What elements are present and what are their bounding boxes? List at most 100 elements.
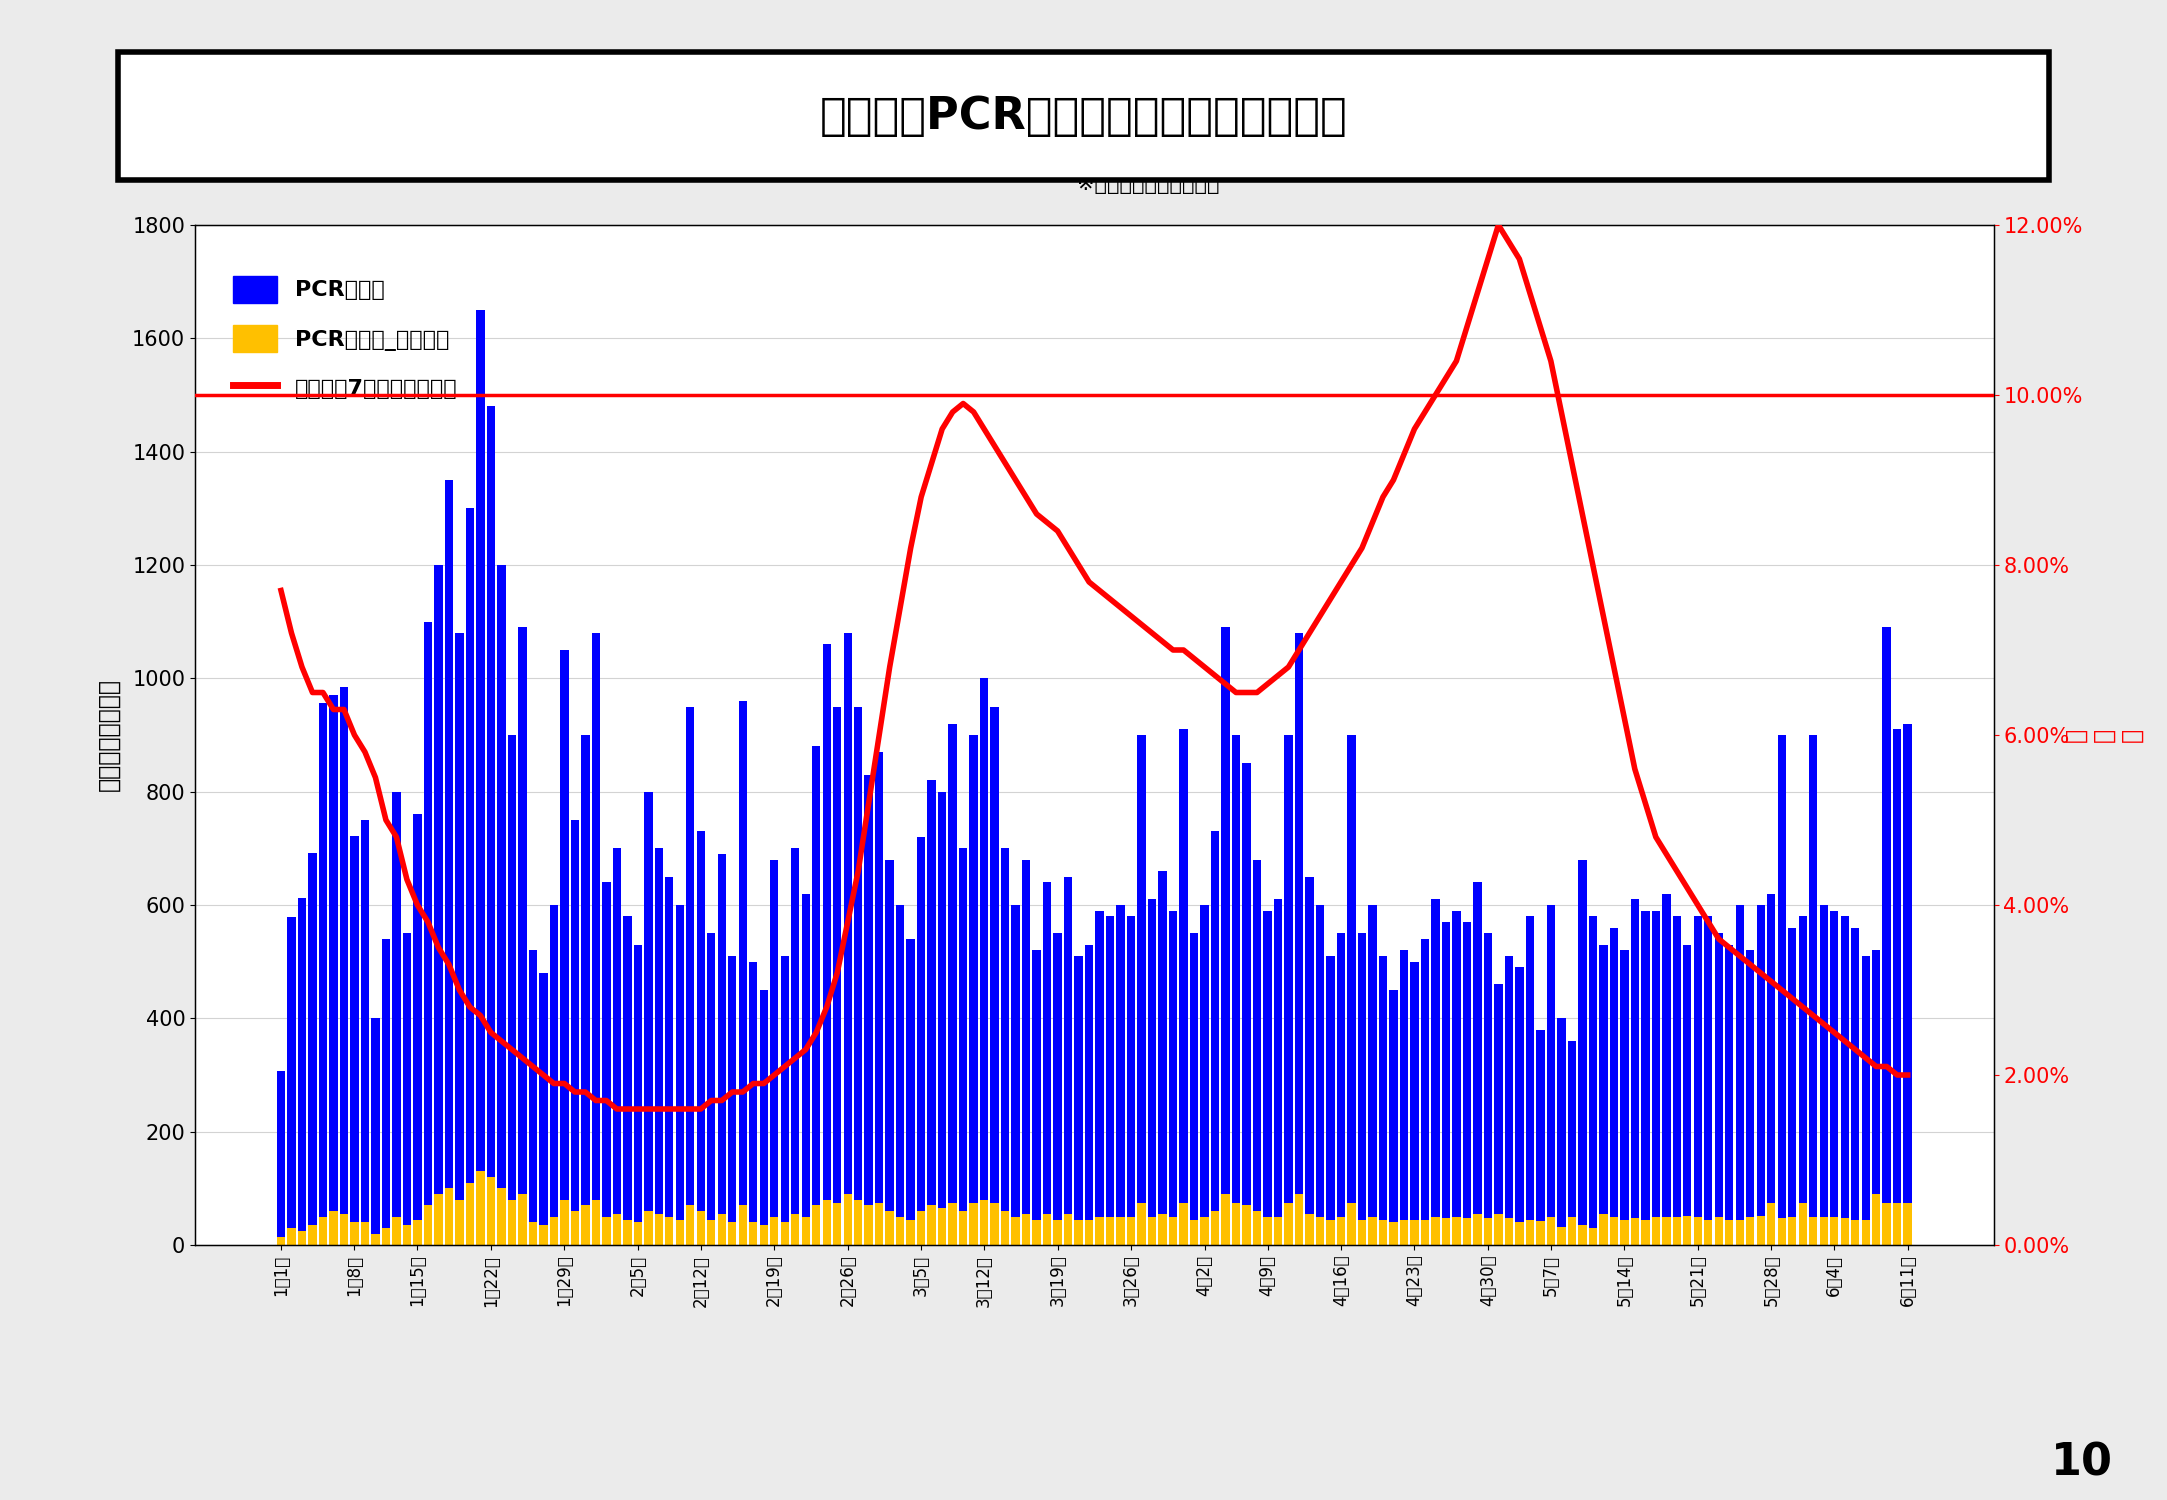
Bar bbox=[477, 1172, 485, 1245]
Bar bbox=[1883, 627, 1892, 1203]
Bar bbox=[1231, 1203, 1240, 1245]
Bar bbox=[761, 1226, 767, 1245]
Bar bbox=[886, 859, 893, 1210]
Bar bbox=[1105, 1216, 1114, 1245]
Bar bbox=[1149, 1216, 1157, 1245]
Bar bbox=[1285, 1203, 1294, 1245]
Bar bbox=[1348, 1203, 1357, 1245]
Bar bbox=[676, 904, 685, 1220]
Bar bbox=[1474, 1214, 1482, 1245]
Bar bbox=[414, 815, 423, 1220]
Bar bbox=[1168, 1216, 1177, 1245]
Bar bbox=[540, 1226, 548, 1245]
Bar bbox=[392, 792, 401, 1216]
Bar bbox=[1872, 1194, 1881, 1245]
Bar bbox=[1640, 1220, 1649, 1245]
Bar bbox=[1630, 1218, 1638, 1245]
Bar bbox=[351, 836, 360, 1222]
Legend: PCR検査数, PCR検査数_陽性確認, 陽性率（7日間移動平均）: PCR検査数, PCR検査数_陽性確認, 陽性率（7日間移動平均） bbox=[223, 267, 466, 411]
Bar bbox=[340, 687, 349, 1214]
Bar bbox=[854, 706, 862, 1200]
Bar bbox=[1640, 910, 1649, 1220]
Bar bbox=[277, 1236, 286, 1245]
Bar bbox=[1662, 1216, 1671, 1245]
Bar bbox=[1578, 859, 1586, 1226]
Bar bbox=[1809, 1216, 1818, 1245]
Bar bbox=[1695, 916, 1701, 1216]
Bar bbox=[1599, 1214, 1608, 1245]
Bar bbox=[990, 1203, 999, 1245]
Bar bbox=[1515, 968, 1523, 1222]
Bar bbox=[1558, 1019, 1565, 1227]
Bar bbox=[455, 1200, 464, 1245]
Bar bbox=[1747, 951, 1755, 1216]
Bar bbox=[1094, 1216, 1103, 1245]
Bar bbox=[1242, 764, 1250, 1206]
Bar bbox=[602, 1216, 611, 1245]
Bar bbox=[865, 1206, 873, 1245]
Bar bbox=[1757, 904, 1764, 1215]
Bar bbox=[1367, 904, 1376, 1216]
Bar bbox=[496, 566, 505, 1188]
Bar bbox=[927, 1206, 936, 1245]
Bar bbox=[371, 1019, 379, 1233]
Bar bbox=[843, 1194, 852, 1245]
Bar bbox=[676, 1220, 685, 1245]
Bar bbox=[581, 735, 589, 1206]
Bar bbox=[780, 1222, 789, 1245]
Bar bbox=[1495, 984, 1502, 1214]
Bar bbox=[1023, 859, 1029, 1214]
Bar bbox=[665, 876, 674, 1216]
Bar bbox=[990, 706, 999, 1203]
Bar bbox=[592, 633, 600, 1200]
Bar bbox=[1903, 723, 1911, 1203]
Bar bbox=[1851, 1220, 1859, 1245]
Bar bbox=[529, 951, 537, 1222]
Bar bbox=[949, 723, 958, 1203]
Bar bbox=[1820, 1216, 1829, 1245]
Bar bbox=[696, 831, 704, 1210]
Bar bbox=[550, 904, 559, 1216]
Bar bbox=[613, 849, 622, 1214]
Bar bbox=[1001, 849, 1010, 1210]
Bar bbox=[1348, 735, 1357, 1203]
Bar bbox=[1430, 1216, 1439, 1245]
Bar bbox=[1714, 933, 1723, 1216]
Bar bbox=[886, 1210, 893, 1245]
Bar bbox=[1621, 951, 1630, 1220]
Bar bbox=[875, 752, 884, 1203]
Bar bbox=[813, 1206, 821, 1245]
Bar bbox=[1515, 1222, 1523, 1245]
Bar bbox=[1452, 1216, 1461, 1245]
Bar bbox=[1567, 1041, 1575, 1217]
Bar bbox=[802, 1216, 810, 1245]
Bar bbox=[1400, 1220, 1409, 1245]
Bar bbox=[1127, 1216, 1136, 1245]
Bar bbox=[1840, 1218, 1848, 1245]
Bar bbox=[1474, 882, 1482, 1214]
Bar bbox=[1190, 1220, 1198, 1245]
Bar bbox=[739, 700, 748, 1206]
Bar bbox=[969, 1203, 977, 1245]
Bar bbox=[832, 706, 841, 1203]
Bar bbox=[1179, 1203, 1188, 1245]
Bar bbox=[1315, 1216, 1324, 1245]
Bar bbox=[949, 1203, 958, 1245]
Bar bbox=[1263, 910, 1272, 1216]
Bar bbox=[1736, 904, 1744, 1220]
Bar bbox=[288, 918, 295, 1228]
Bar bbox=[1053, 933, 1062, 1220]
Bar bbox=[1222, 1194, 1229, 1245]
Bar bbox=[917, 837, 925, 1210]
Bar bbox=[1484, 1218, 1493, 1245]
Bar bbox=[496, 1188, 505, 1245]
Bar bbox=[1547, 1216, 1556, 1245]
Bar bbox=[308, 1226, 316, 1245]
Text: 奈良県のPCR検査件数及び陽性率の推移: 奈良県のPCR検査件数及び陽性率の推移 bbox=[819, 94, 1348, 138]
Bar bbox=[791, 1214, 800, 1245]
Bar bbox=[843, 633, 852, 1194]
Bar bbox=[1747, 1216, 1755, 1245]
Bar bbox=[340, 1214, 349, 1245]
Bar bbox=[938, 1208, 947, 1245]
Bar bbox=[917, 1210, 925, 1245]
